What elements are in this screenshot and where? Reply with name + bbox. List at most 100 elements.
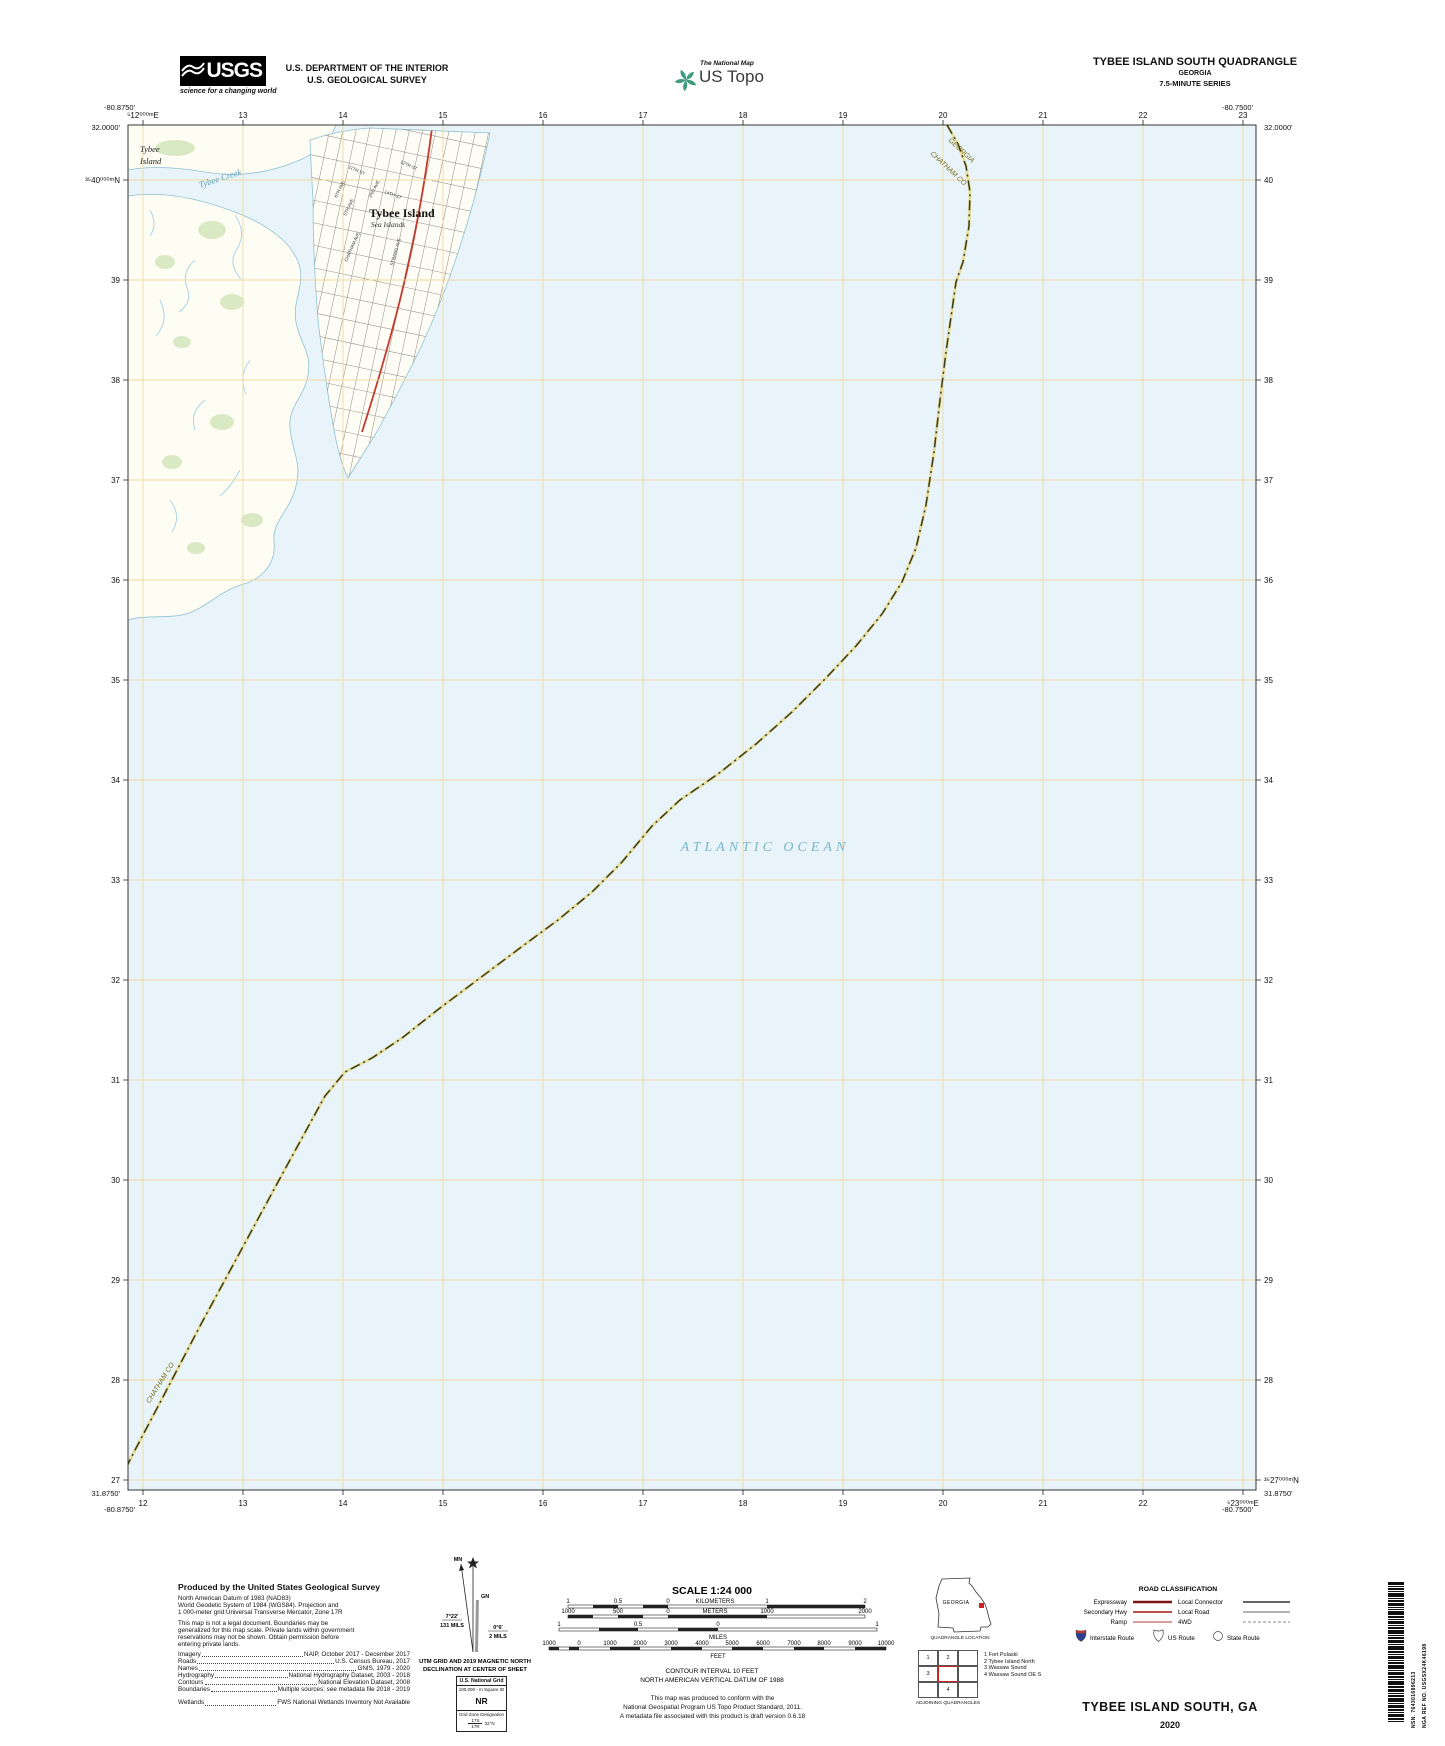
legal-line: This map is not a legal document. Bounda… bbox=[178, 1620, 329, 1627]
datum-line: World Geodetic System of 1984 (WGS84). P… bbox=[178, 1602, 339, 1609]
grid-label: 30 bbox=[111, 1176, 120, 1185]
grid-labels-right: 40 39 38 37 36 35 34 33 32 31 30 29 28 ³… bbox=[1264, 176, 1299, 1485]
metadata-row: Hydrography National Hydrography Dataset,… bbox=[178, 1672, 410, 1680]
island-label-line2: Island bbox=[139, 156, 162, 166]
adjoining-cell bbox=[958, 1666, 978, 1682]
adjoining-cell bbox=[958, 1650, 978, 1666]
grid-label: 30 bbox=[1264, 1176, 1273, 1185]
road-type-label: Local Road bbox=[1178, 1609, 1210, 1616]
grid-label: 32 bbox=[1264, 976, 1273, 985]
grid-label: 38 bbox=[1264, 376, 1273, 385]
scale-title: SCALE 1:24 000 bbox=[672, 1585, 752, 1597]
usng-zone-south: 17R bbox=[471, 1724, 480, 1729]
usng-zone-lat: 32°N bbox=[484, 1721, 495, 1726]
grid-label: 29 bbox=[1264, 1276, 1273, 1285]
scale-tick: 1 bbox=[875, 1622, 879, 1628]
grid-label: 16 bbox=[539, 1499, 548, 1508]
conformance-line: National Geospatial Program US Topo Prod… bbox=[623, 1704, 802, 1711]
scale-tick: 0 bbox=[716, 1622, 720, 1628]
legal-line: entering private lands. bbox=[178, 1641, 240, 1648]
grid-label: 29 bbox=[111, 1276, 120, 1285]
usgs-wave-icon bbox=[181, 62, 206, 77]
grid-label: 28 bbox=[111, 1376, 120, 1385]
datum-line: 1 000-meter grid:Universal Transverse Me… bbox=[178, 1609, 343, 1616]
street-label: 12TH ST bbox=[400, 159, 419, 171]
scale-tick: 1 bbox=[557, 1622, 561, 1628]
shield-label: State Route bbox=[1227, 1635, 1260, 1642]
quad-location-marker bbox=[979, 1603, 984, 1608]
state-name-label: GEORGIA bbox=[943, 1600, 970, 1606]
usng-title: U.S. National Grid bbox=[457, 1677, 506, 1686]
scale-tick: 1000 bbox=[542, 1641, 556, 1647]
usgs-logo-text: USGS bbox=[206, 59, 263, 82]
grid-label: 35 bbox=[1264, 676, 1273, 685]
adjoining-cell bbox=[958, 1682, 978, 1698]
grid-label: 28 bbox=[1264, 1376, 1273, 1385]
grid-north-bar bbox=[475, 1599, 479, 1653]
adjoining-cell: 2 bbox=[938, 1650, 958, 1666]
adjoining-cell: 3 bbox=[918, 1666, 938, 1682]
quadrangle-header: TYBEE ISLAND SOUTH QUADRANGLE GEORGIA 7.… bbox=[1060, 56, 1330, 88]
gn-mils: 2 MILS bbox=[489, 1634, 507, 1640]
utm-grid-lines bbox=[128, 125, 1256, 1490]
scale-tick: 0.5 bbox=[614, 1599, 623, 1605]
scale-unit: FEET bbox=[710, 1654, 726, 1660]
grid-label: 21 bbox=[1039, 111, 1048, 120]
usng-zone-north: 17S bbox=[468, 1718, 483, 1724]
meta-value: NAIP, October 2017 - December 2017 bbox=[304, 1651, 410, 1658]
scale-tick: 0 bbox=[577, 1641, 581, 1647]
scale-tick: 1 bbox=[566, 1599, 570, 1605]
road-type-label: Secondary Hwy bbox=[1084, 1609, 1128, 1616]
usng-square-label: 100,000 - m Square ID bbox=[458, 1687, 505, 1692]
usgs-tagline: science for a changing world bbox=[180, 88, 277, 95]
corner-lon-tr: -80.7500' bbox=[1222, 103, 1254, 112]
adjoining-cell-current bbox=[938, 1666, 958, 1682]
shield-label: Interstate Route bbox=[1090, 1635, 1135, 1642]
grid-label: 34 bbox=[1264, 776, 1273, 785]
road-type-label: Local Connector bbox=[1178, 1599, 1223, 1606]
grid-label: 14 bbox=[339, 1499, 348, 1508]
scale-tick: 2 bbox=[863, 1599, 867, 1605]
ocean-water bbox=[128, 125, 1256, 1490]
usng-box: U.S. National Grid 100,000 - m Square ID… bbox=[456, 1676, 507, 1732]
scale-unit: MILES bbox=[709, 1635, 727, 1641]
grid-label: 35 bbox=[111, 676, 120, 685]
contour-interval: CONTOUR INTERVAL 10 FEET bbox=[666, 1668, 759, 1675]
grid-label: 37 bbox=[111, 476, 120, 485]
scale-tick: 2000 bbox=[633, 1641, 647, 1647]
nga-ref-number: NGA REF NO. USGSX24K46198 bbox=[1422, 1643, 1428, 1728]
ustopo-name: US Topo bbox=[699, 67, 764, 86]
ocean-label: ATLANTIC OCEAN bbox=[680, 840, 850, 855]
scale-tick: 0.5 bbox=[634, 1622, 643, 1628]
county-boundary-line bbox=[128, 125, 972, 1468]
quad-series: 7.5-MINUTE SERIES bbox=[1159, 79, 1231, 88]
meta-value: Multiple sources; see metadata file 2018… bbox=[277, 1685, 410, 1693]
production-notes: Produced by the United States Geological… bbox=[178, 1582, 410, 1707]
georgia-outline bbox=[935, 1577, 992, 1633]
quad-title: TYBEE ISLAND SOUTH QUADRANGLE bbox=[1092, 56, 1298, 68]
scale-unit: METERS bbox=[702, 1609, 727, 1615]
adjoining-cell bbox=[918, 1682, 938, 1698]
conformance-note: This map was produced to conform with th… bbox=[560, 1694, 865, 1721]
adjoining-quadrangles-caption: ADJOINING QUADRANGLES bbox=[915, 1701, 981, 1706]
scale-tick: 8000 bbox=[817, 1641, 831, 1647]
grid-label: 17 bbox=[639, 1499, 648, 1508]
scale-tick: 500 bbox=[613, 1609, 624, 1615]
meta-value: U.S. Census Bureau, 2017 bbox=[335, 1657, 410, 1665]
shield-label: US Route bbox=[1168, 1635, 1195, 1642]
scale-tick: 5000 bbox=[725, 1641, 739, 1647]
scale-meters: 1000 500 0 METERS 1000 2000 bbox=[561, 1609, 872, 1619]
barcode-bars bbox=[1388, 1582, 1404, 1722]
scale-feet: 1000 0 1000 2000 3000 4000 5000 6000 700… bbox=[542, 1641, 895, 1660]
produced-title: Produced by the United States Geological… bbox=[178, 1582, 381, 1592]
street-label: 11TH ST bbox=[348, 164, 366, 176]
grid-label: 15 bbox=[439, 111, 448, 120]
grid-label: 19 bbox=[839, 111, 848, 120]
quadrangle-location-caption: QUADRANGLE LOCATION bbox=[930, 1636, 990, 1641]
adjoining-quadrangles-grid: 1 2 3 4 bbox=[918, 1650, 978, 1698]
grid-label: 17 bbox=[639, 111, 648, 120]
grid-label: 12 bbox=[139, 1499, 148, 1508]
corner-lon-tl: -80.8750' bbox=[104, 103, 136, 112]
metadata-row: Wetlands FWS National Wetlands Inventory … bbox=[178, 1700, 410, 1707]
